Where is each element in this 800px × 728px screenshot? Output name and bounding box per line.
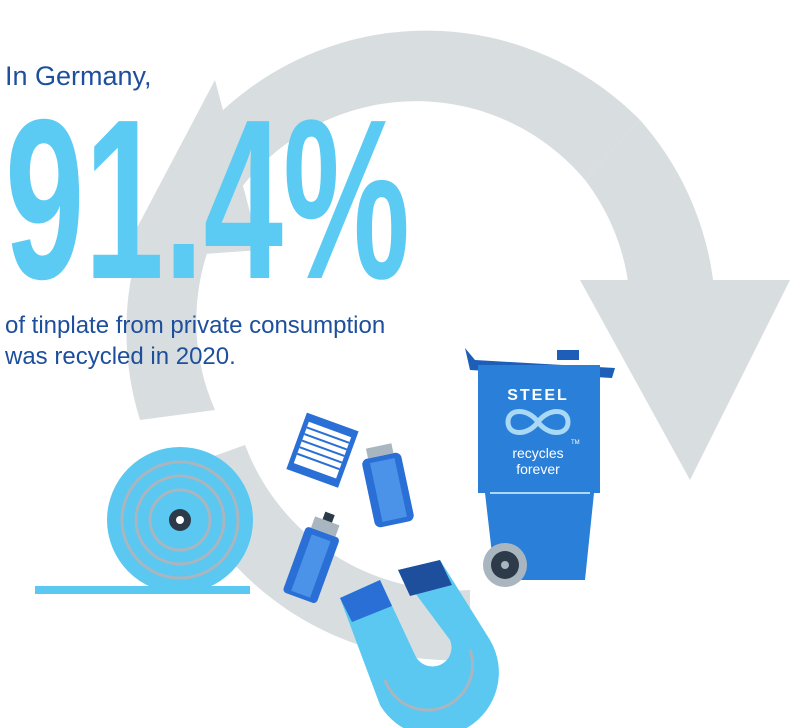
- food-can: [286, 412, 359, 488]
- bin-label: STEEL: [507, 387, 569, 404]
- recycling-bin: STEEL TM recycles forever: [465, 348, 615, 587]
- bin-slogan: recycles: [512, 445, 563, 461]
- description-line: of tinplate from private consumption: [5, 312, 385, 339]
- drink-can: [362, 443, 414, 528]
- bin-slogan: forever: [516, 461, 560, 477]
- spray-can: [283, 511, 340, 603]
- headline: 91.4%: [5, 73, 410, 327]
- intro-text: In Germany,: [5, 61, 152, 91]
- steel-roll: [35, 447, 253, 594]
- trademark: TM: [571, 440, 580, 446]
- description-line: was recycled in 2020.: [4, 343, 236, 370]
- magnet: [340, 560, 499, 728]
